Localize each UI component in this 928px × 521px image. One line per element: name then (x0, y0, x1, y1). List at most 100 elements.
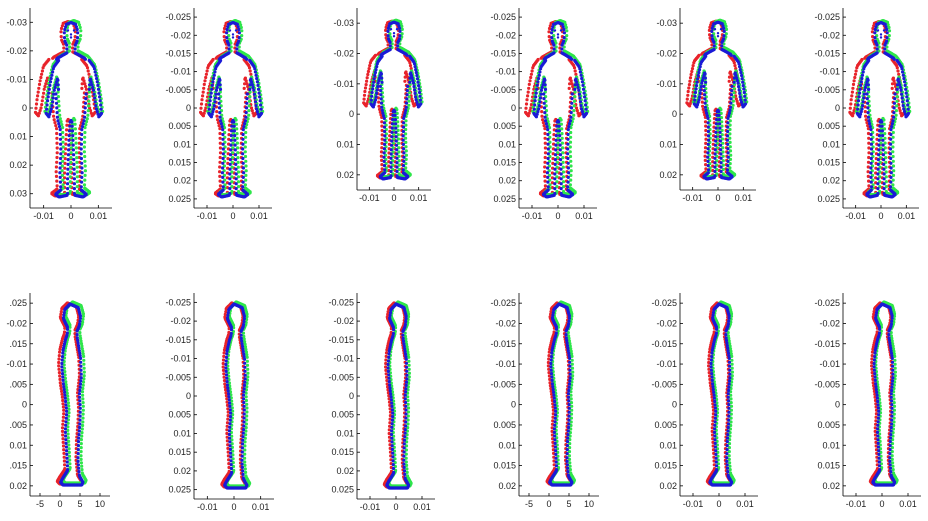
contour-point (50, 104, 54, 108)
contour-point (524, 106, 528, 110)
contour-point (377, 100, 381, 104)
contour-point (693, 94, 697, 98)
contour-point (255, 107, 259, 111)
contour-point (573, 95, 577, 99)
contour-point (228, 172, 232, 176)
contour-point (559, 187, 563, 191)
contour-point (380, 158, 384, 162)
contour-point (396, 44, 400, 48)
contour-point (59, 188, 63, 192)
contour-point (200, 98, 204, 102)
contour-point (215, 114, 219, 118)
contour-point (706, 125, 710, 129)
contour-point (225, 171, 229, 175)
contour-point (569, 130, 573, 135)
contour-point (67, 129, 72, 133)
contour-point (252, 88, 256, 92)
y-tick-label: -0.01 (6, 74, 27, 84)
contour-point (416, 80, 420, 84)
contour-point (236, 189, 241, 194)
contour-point (65, 37, 70, 41)
contour-point (243, 140, 248, 144)
contour-point (212, 104, 216, 108)
x-tick-label: 0.01 (410, 193, 428, 203)
contour-point (241, 156, 245, 161)
contour-point (742, 90, 746, 95)
contour-point (526, 90, 530, 94)
contour-point (244, 106, 249, 110)
contour-point (373, 53, 378, 57)
contour-point (544, 122, 549, 126)
contour-point (55, 131, 59, 136)
contour-point (81, 397, 85, 401)
contour-point (379, 154, 383, 158)
contour-point (59, 147, 63, 151)
contour-point (217, 92, 221, 96)
contour-point (205, 99, 209, 103)
contour-point (74, 146, 78, 150)
contour-point (79, 156, 83, 161)
contour-point (45, 79, 49, 83)
contour-point (865, 97, 869, 101)
contour-point (61, 398, 65, 403)
face-feature-point (69, 36, 73, 39)
contour-point (558, 148, 562, 152)
contour-point (209, 91, 213, 95)
contour-point (221, 128, 225, 132)
contour-point (373, 73, 377, 78)
contour-point (878, 124, 882, 128)
contour-point (904, 91, 908, 95)
contour-point (58, 171, 62, 175)
contour-point (686, 89, 690, 94)
contour-point (94, 104, 98, 108)
contour-point (884, 25, 888, 29)
contour-point (47, 91, 51, 95)
contour-point (62, 46, 66, 50)
contour-point (573, 83, 577, 87)
x-tick-label: 0 (57, 499, 62, 509)
contour-point (58, 175, 62, 179)
contour-point (236, 185, 241, 189)
contour-point (82, 358, 86, 362)
contour-point (72, 182, 76, 186)
contour-point (555, 21, 559, 25)
contour-point (412, 85, 416, 89)
contour-point (62, 31, 66, 35)
contour-point (49, 76, 53, 81)
contour-point (75, 333, 79, 337)
contour-point (892, 57, 896, 61)
contour-point (402, 121, 406, 125)
contour-point (218, 184, 222, 188)
contour-point (867, 87, 871, 91)
contour-point (546, 156, 550, 161)
contour-point (710, 37, 715, 41)
contour-point (204, 103, 208, 107)
contour-point (79, 147, 83, 151)
contour-point (78, 319, 82, 323)
contour-point (69, 146, 73, 150)
contour-point (246, 84, 250, 89)
contour-point (733, 64, 737, 68)
contour-point (75, 180, 79, 184)
contour-point (61, 422, 65, 426)
contour-point (56, 119, 60, 123)
face-feature-point (69, 33, 73, 36)
contour-point (368, 64, 372, 68)
contour-point (715, 20, 719, 25)
contour-point (712, 44, 716, 48)
x-tick-label: 0 (715, 193, 720, 203)
y-tick-label: 0.01 (9, 440, 27, 450)
contour-point (536, 80, 540, 84)
contour-point (390, 135, 394, 139)
contour-point (62, 330, 67, 334)
contour-point (65, 34, 69, 38)
contour-point (906, 103, 910, 107)
contour-point (390, 139, 394, 143)
panel-r1c6: -0.025-0.02-0.015-0.01-0.00500.0050.010.… (814, 8, 919, 221)
contour-point (205, 69, 209, 73)
contour-point (98, 95, 102, 99)
contour-point (225, 46, 229, 50)
contour-point (375, 91, 379, 95)
contour-point (885, 36, 889, 40)
